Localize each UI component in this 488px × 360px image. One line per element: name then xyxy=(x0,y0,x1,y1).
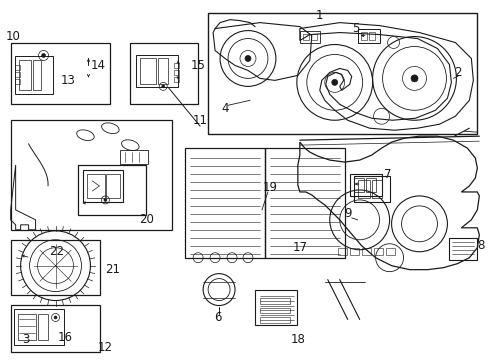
Bar xyxy=(448,238,476,260)
Text: 21: 21 xyxy=(104,263,120,276)
Bar xyxy=(174,77,179,82)
Text: 11: 11 xyxy=(192,114,207,127)
Bar xyxy=(349,174,381,196)
Bar xyxy=(174,71,179,75)
Bar xyxy=(18,315,36,340)
Bar xyxy=(11,42,110,104)
Circle shape xyxy=(162,85,164,88)
Bar xyxy=(15,80,20,84)
Bar xyxy=(15,57,52,94)
Bar xyxy=(106,174,120,198)
Bar xyxy=(373,248,382,255)
Text: 14: 14 xyxy=(91,59,106,72)
Bar xyxy=(19,60,31,90)
Text: 6: 6 xyxy=(214,311,222,324)
Text: 5: 5 xyxy=(351,22,359,35)
Bar xyxy=(140,58,156,84)
Text: 9: 9 xyxy=(343,207,351,220)
Text: 20: 20 xyxy=(139,213,153,226)
Text: 1: 1 xyxy=(315,9,323,22)
Bar xyxy=(208,13,476,134)
Text: 19: 19 xyxy=(262,181,277,194)
Bar xyxy=(260,318,289,323)
Bar xyxy=(185,148,264,258)
Bar xyxy=(254,289,296,325)
Bar xyxy=(158,58,168,84)
Bar xyxy=(130,42,198,104)
Bar xyxy=(371,180,381,198)
Bar xyxy=(357,28,379,42)
Bar xyxy=(365,178,375,192)
Text: 2: 2 xyxy=(453,66,460,79)
Bar xyxy=(353,176,389,202)
Bar xyxy=(360,32,366,40)
Bar xyxy=(337,248,346,255)
Bar xyxy=(349,248,358,255)
Bar xyxy=(120,150,148,164)
Bar xyxy=(357,180,369,198)
Bar xyxy=(15,66,20,71)
Text: 18: 18 xyxy=(290,333,305,346)
Text: 12: 12 xyxy=(98,341,113,354)
Bar xyxy=(78,165,146,215)
Bar xyxy=(368,32,374,40)
Text: 8: 8 xyxy=(477,239,484,252)
Bar xyxy=(87,174,105,198)
Bar xyxy=(310,33,316,40)
Bar xyxy=(174,63,179,68)
Bar xyxy=(353,178,363,192)
Bar xyxy=(260,298,289,303)
Bar xyxy=(260,307,289,314)
Circle shape xyxy=(244,55,250,62)
Text: 16: 16 xyxy=(58,331,73,344)
Bar xyxy=(14,310,63,345)
Text: 3: 3 xyxy=(22,333,29,346)
Bar xyxy=(38,315,47,340)
Text: 4: 4 xyxy=(221,102,228,115)
Circle shape xyxy=(410,75,417,82)
Bar xyxy=(264,148,344,258)
Text: 22: 22 xyxy=(49,245,64,258)
Circle shape xyxy=(331,80,337,85)
Circle shape xyxy=(103,198,107,201)
Bar xyxy=(136,55,178,87)
Bar xyxy=(302,33,308,40)
Bar xyxy=(83,170,123,202)
Circle shape xyxy=(54,316,57,319)
Bar xyxy=(11,305,100,352)
Text: 7: 7 xyxy=(383,167,390,180)
Bar xyxy=(33,60,41,90)
Text: 10: 10 xyxy=(5,30,20,43)
Bar xyxy=(299,31,319,42)
Text: 17: 17 xyxy=(292,241,307,254)
Bar xyxy=(361,248,370,255)
Bar xyxy=(385,248,394,255)
Text: 13: 13 xyxy=(61,74,76,87)
Bar xyxy=(11,240,100,294)
Bar xyxy=(11,120,172,230)
Bar xyxy=(15,72,20,77)
Text: 15: 15 xyxy=(190,59,205,72)
Circle shape xyxy=(41,54,45,58)
